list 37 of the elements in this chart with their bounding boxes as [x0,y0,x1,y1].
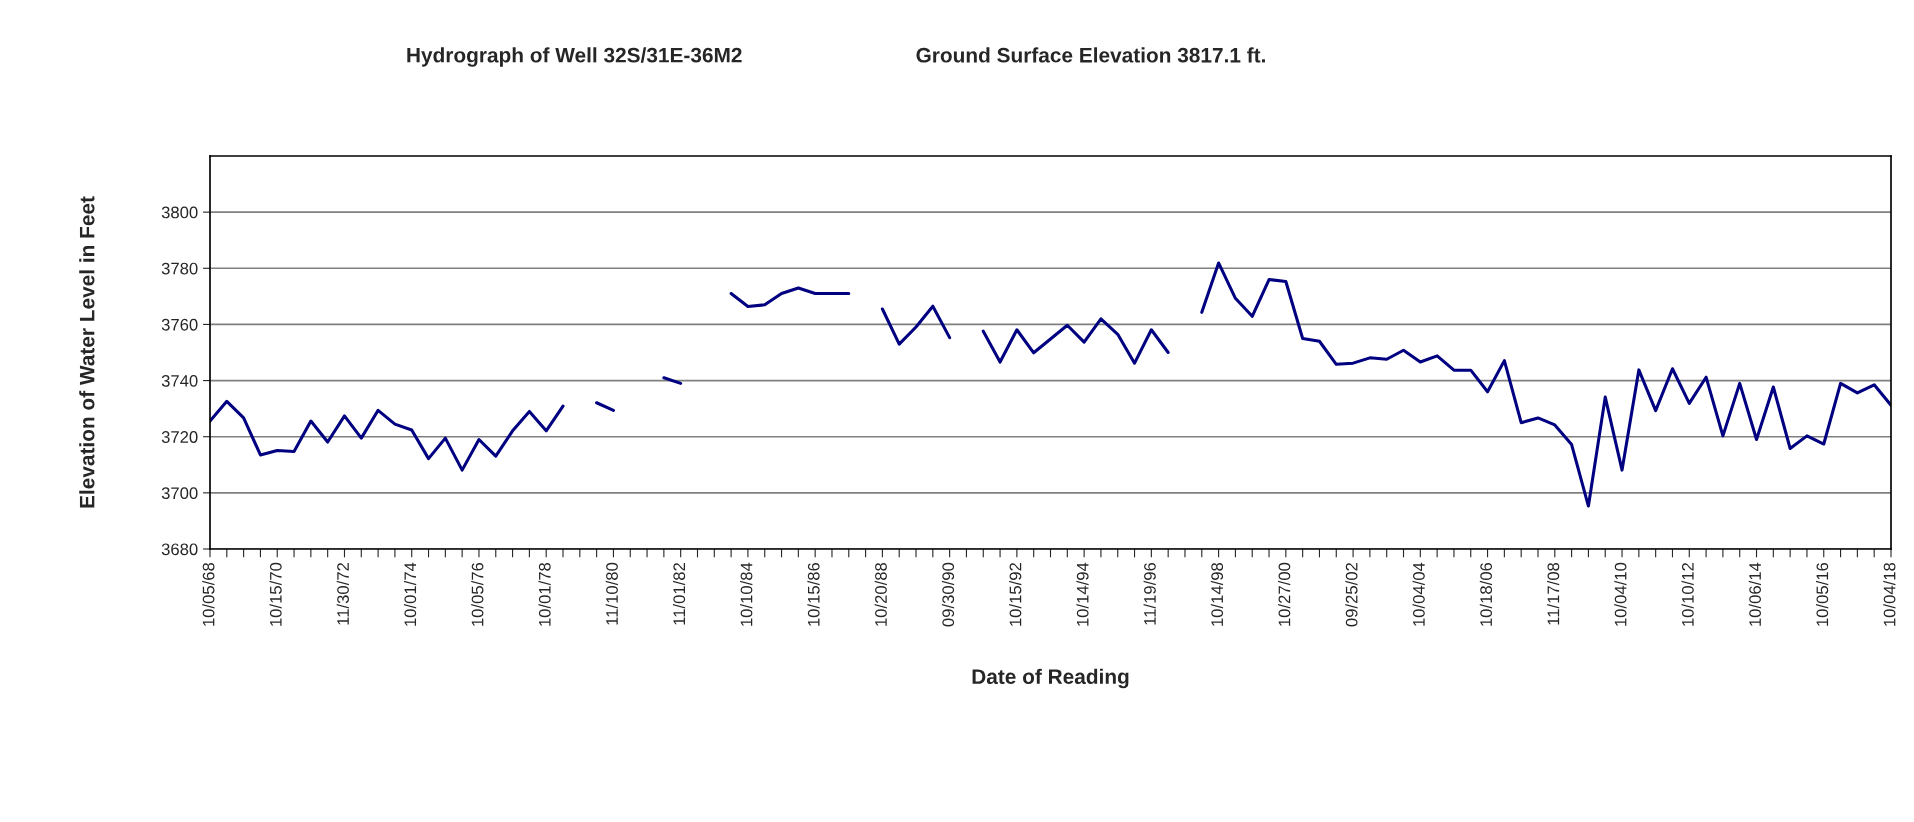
x-tick-label: 10/05/16 [1815,562,1829,626]
x-axis-title: Date of Reading [972,668,1129,689]
chart-title: Hydrograph of Well 32S/31E-36M2 [407,47,742,67]
x-tick-label: 11/10/80 [605,562,618,625]
x-tick-label: 10/04/18 [1883,562,1896,626]
x-tick-label: 10/01/74 [403,562,417,626]
x-tick-label: 11/30/72 [336,563,349,625]
x-tick-label: 09/30/90 [941,562,955,627]
y-tick-label: 3740 [161,374,198,387]
x-tick-label: 10/05/68 [202,562,215,626]
x-tick-label: 10/10/12 [1681,563,1694,626]
y-tick-label: 3760 [161,318,198,331]
y-tick-label: 3680 [161,543,198,556]
x-tick-label: 10/14/98 [1210,562,1224,626]
x-tick-label: 10/10/84 [740,562,753,626]
y-tick-label: 3780 [161,262,198,275]
x-tick-label: 10/04/10 [1614,562,1627,626]
y-axis-title: Elevation of Water Level in Feet [79,196,95,508]
x-tick-label: 10/18/06 [1479,562,1493,626]
chart-subtitle: Ground Surface Elevation 3817.1 ft. [916,47,1265,63]
x-tick-label: 10/06/14 [1748,562,1761,626]
x-tick-label: 11/17/08 [1547,562,1560,625]
y-tick-label: 3700 [161,487,198,500]
y-tick-label: 3720 [161,431,198,443]
x-tick-label: 10/14/94 [1076,562,1089,626]
x-tick-label: 10/15/70 [269,562,282,626]
x-tick-label: 11/19/96 [1143,562,1156,625]
x-tick-label: 10/15/92 [1009,563,1022,626]
x-tick-label: 10/20/88 [874,562,887,626]
x-tick-label: 10/05/76 [471,562,484,626]
x-tick-label: 09/25/02 [1345,563,1358,627]
x-tick-label: 11/01/82 [672,563,686,625]
x-tick-label: 10/15/86 [807,562,820,626]
x-tick-label: 10/04/04 [1412,562,1425,626]
y-tick-label: 3800 [161,206,198,219]
x-tick-label: 10/27/00 [1278,562,1291,626]
x-tick-label: 10/01/78 [538,562,551,626]
